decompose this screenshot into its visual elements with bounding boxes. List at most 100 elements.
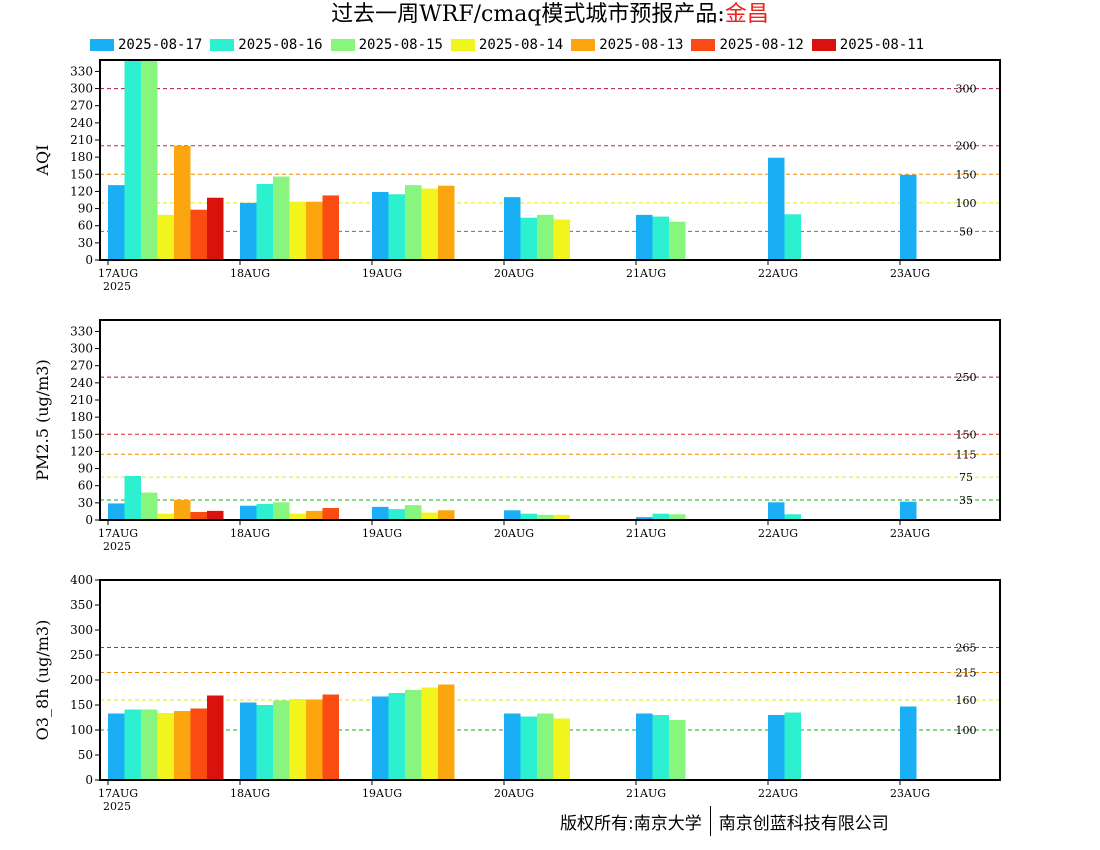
x-tick-label: 22AUG xyxy=(758,267,798,280)
y-tick-label: 60 xyxy=(78,219,93,233)
bar xyxy=(520,217,537,260)
bar xyxy=(256,705,273,780)
bar xyxy=(289,513,306,520)
bar xyxy=(636,214,653,260)
bar xyxy=(405,185,422,260)
x-tick-label: 22AUG xyxy=(758,787,798,800)
bar xyxy=(768,502,785,520)
bar xyxy=(322,694,339,780)
legend-label: 2025-08-14 xyxy=(478,37,564,53)
y-tick-label: 400 xyxy=(70,573,93,587)
legend-item: 2025-08-15 xyxy=(330,37,443,53)
bar xyxy=(157,214,174,260)
x-tick-label: 17AUG xyxy=(98,527,138,540)
y-tick-label: 150 xyxy=(70,167,93,181)
y-axis-label: PM2.5 (ug/m3) xyxy=(33,359,52,480)
bar xyxy=(537,514,554,520)
bar xyxy=(652,513,669,520)
bar xyxy=(504,510,521,520)
bar xyxy=(405,505,422,520)
y-tick-label: 210 xyxy=(70,393,93,407)
bar xyxy=(900,174,917,260)
y-tick-label: 180 xyxy=(70,150,93,164)
y-tick-label: 150 xyxy=(70,698,93,712)
legend-swatch xyxy=(210,39,235,51)
bar xyxy=(306,201,323,260)
bar xyxy=(174,500,191,520)
bar xyxy=(784,214,801,260)
y-tick-label: 30 xyxy=(78,496,93,510)
y-tick-label: 100 xyxy=(70,723,93,737)
chart-panel-2: 250 150 115 75 35 0 30 60 90 120 150 180 210 240 270 30… xyxy=(33,319,1001,553)
bar xyxy=(421,188,438,260)
bar xyxy=(520,716,537,780)
x-tick-label: 23AUG xyxy=(890,267,930,280)
threshold-label: 75 xyxy=(959,471,973,484)
legend-label: 2025-08-12 xyxy=(719,37,804,53)
bar xyxy=(174,711,191,780)
y-tick-label: 180 xyxy=(70,410,93,424)
bar xyxy=(372,192,389,260)
x-tick-label: 18AUG xyxy=(230,267,270,280)
legend-swatch xyxy=(450,39,475,51)
y-tick-label: 30 xyxy=(78,236,93,250)
bar xyxy=(669,221,686,260)
x-tick-label: 20AUG xyxy=(494,527,534,540)
bar xyxy=(438,684,455,780)
legend-swatch xyxy=(571,39,596,51)
bar xyxy=(768,715,785,780)
x-tick-label: 17AUG xyxy=(98,787,138,800)
legend-item: 2025-08-16 xyxy=(210,37,323,53)
bar xyxy=(553,219,570,260)
bar xyxy=(124,60,141,260)
copyright: 版权所有:南京大学 南京创蓝科技有限公司 xyxy=(560,806,889,836)
x-tick-label: 21AUG xyxy=(626,267,666,280)
bar xyxy=(322,508,339,520)
y-tick-label: 90 xyxy=(78,202,93,216)
bar xyxy=(207,197,224,260)
x-tick-label: 21AUG xyxy=(626,527,666,540)
x-tick-label: 17AUG xyxy=(98,267,138,280)
y-tick-label: 300 xyxy=(70,82,93,96)
bar xyxy=(900,706,917,780)
legend: 2025-08-17 2025-08-16 2025-08-15 2025-08-14… xyxy=(90,35,932,55)
y-axis-label: O3_8h (ug/m3) xyxy=(33,620,52,741)
bar xyxy=(190,512,207,520)
bar xyxy=(520,513,537,520)
y-tick-label: 330 xyxy=(70,64,93,78)
y-tick-label: 270 xyxy=(70,99,93,113)
bar xyxy=(306,699,323,780)
bar xyxy=(504,197,521,260)
bar xyxy=(273,176,290,260)
x-tick-label: 20AUG xyxy=(494,267,534,280)
bar xyxy=(405,690,422,780)
legend-label: 2025-08-15 xyxy=(358,37,443,53)
x-tick-label: 21AUG xyxy=(626,787,666,800)
title-prefix: 过去一周WRF/cmaq模式城市预报产品: xyxy=(331,2,725,27)
bar xyxy=(108,503,125,520)
y-tick-label: 90 xyxy=(78,462,93,476)
bar xyxy=(157,513,174,520)
bar xyxy=(322,195,339,260)
bar xyxy=(553,718,570,780)
legend-label: 2025-08-17 xyxy=(118,37,203,53)
bar xyxy=(289,201,306,260)
bar xyxy=(108,713,125,780)
bar xyxy=(256,184,273,260)
bar xyxy=(388,194,405,260)
legend-label: 2025-08-16 xyxy=(238,37,323,53)
y-axis-label: AQI xyxy=(33,145,52,177)
bar xyxy=(636,713,653,780)
y-tick-label: 0 xyxy=(85,513,93,527)
y-tick-label: 270 xyxy=(70,359,93,373)
x-tick-label: 19AUG xyxy=(362,267,402,280)
bar xyxy=(207,695,224,780)
threshold-label: 115 xyxy=(956,448,977,461)
bar xyxy=(784,712,801,780)
threshold-label: 250 xyxy=(956,371,977,384)
y-tick-label: 300 xyxy=(70,623,93,637)
bar xyxy=(207,510,224,520)
bar xyxy=(504,713,521,780)
threshold-label: 150 xyxy=(956,168,977,181)
y-tick-label: 250 xyxy=(70,648,93,662)
